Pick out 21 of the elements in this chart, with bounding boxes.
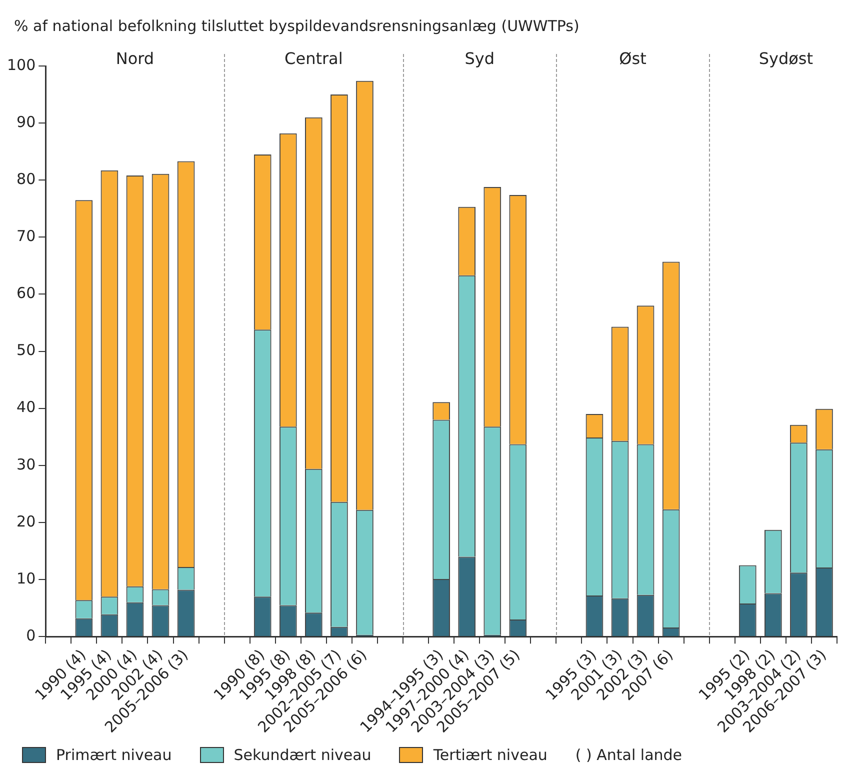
annotation: Central bbox=[284, 49, 343, 68]
y-tick-label: 10 bbox=[16, 569, 36, 588]
y-axis-title: % af national befolkning tilsluttet byspildevandsrensningsanlæg (UWWTPs) bbox=[14, 17, 580, 35]
y-tick-label: 60 bbox=[16, 284, 36, 302]
y-tick-label: 40 bbox=[16, 398, 36, 416]
y-tick-label: 30 bbox=[16, 455, 36, 474]
legend-label: Sekundært niveau bbox=[234, 746, 372, 764]
y-tick-label: 90 bbox=[16, 112, 36, 131]
annotation: Øst bbox=[619, 49, 646, 68]
y-tick-label: 20 bbox=[16, 512, 36, 530]
y-tick-label: 70 bbox=[16, 227, 36, 246]
text: ( ) Antal lande bbox=[575, 746, 682, 764]
legend-label: Primært niveau bbox=[56, 746, 172, 764]
annotation: Syd bbox=[464, 49, 494, 68]
annotation: Sydøst bbox=[758, 49, 814, 68]
y-tick-label: 0 bbox=[26, 626, 36, 644]
legend-label: Tertiært niveau bbox=[433, 746, 548, 764]
y-tick-label: 100 bbox=[6, 56, 36, 74]
y-tick-label: 80 bbox=[16, 170, 36, 188]
y-tick-label: 50 bbox=[16, 341, 36, 360]
annotation: Nord bbox=[116, 49, 154, 68]
